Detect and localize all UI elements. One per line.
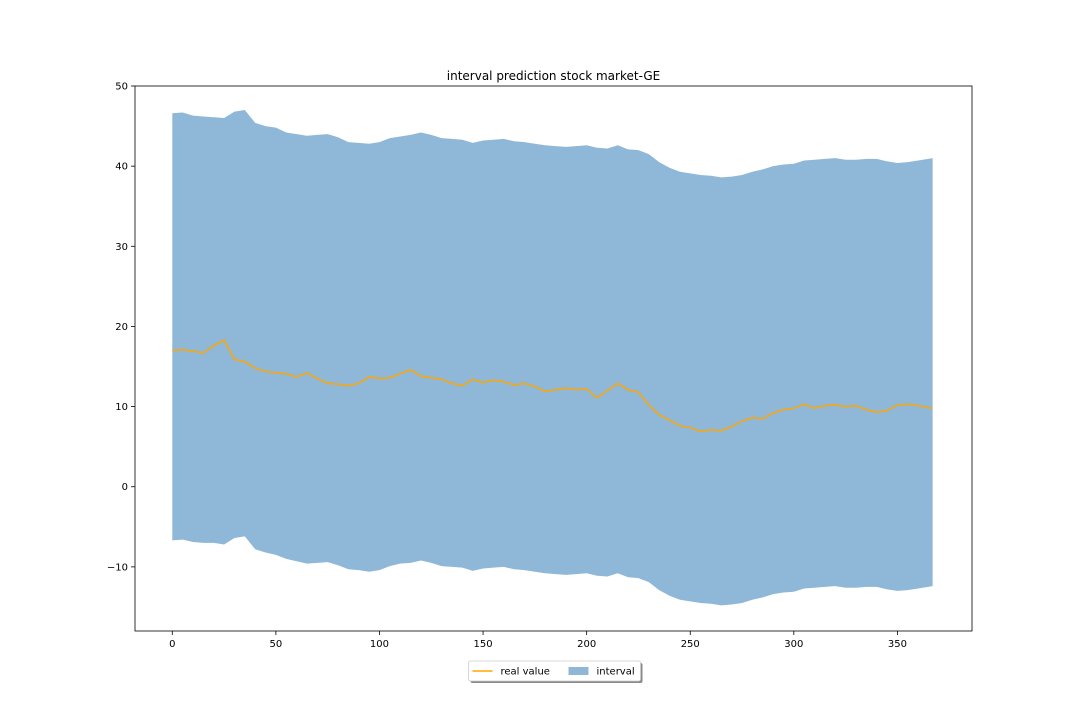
y-tick-label: 20 (115, 322, 128, 333)
legend: real value interval (468, 660, 643, 683)
real-value-line (172, 339, 933, 433)
x-tick-label: 200 (577, 639, 596, 650)
y-tick-label: 30 (115, 242, 128, 253)
y-tick-label: −10 (107, 562, 128, 573)
x-tick-label: 50 (270, 639, 283, 650)
y-tick-label: 10 (115, 402, 128, 413)
y-tick-label: 40 (115, 162, 128, 173)
chart-title: interval prediction stock market-GE (447, 69, 660, 83)
x-tick-label: 350 (888, 639, 907, 650)
x-tick-label: 100 (370, 639, 389, 650)
legend-interval-swatch (568, 667, 589, 675)
interval-band (172, 110, 933, 606)
x-axis: 0 50 100 150 200 250 300 350 (169, 631, 907, 650)
plot-area (172, 110, 933, 606)
y-tick-label: 50 (115, 82, 128, 93)
y-tick-label: 0 (122, 482, 128, 493)
x-tick-label: 0 (169, 639, 175, 650)
y-axis: −10 0 10 20 30 40 50 (107, 82, 135, 573)
x-tick-label: 250 (681, 639, 700, 650)
x-tick-label: 150 (474, 639, 493, 650)
legend-interval-label: interval (597, 667, 635, 678)
legend-real-value-label: real value (501, 667, 550, 678)
x-tick-label: 300 (784, 639, 803, 650)
plot-frame (134, 85, 973, 632)
legend-box (468, 660, 641, 682)
